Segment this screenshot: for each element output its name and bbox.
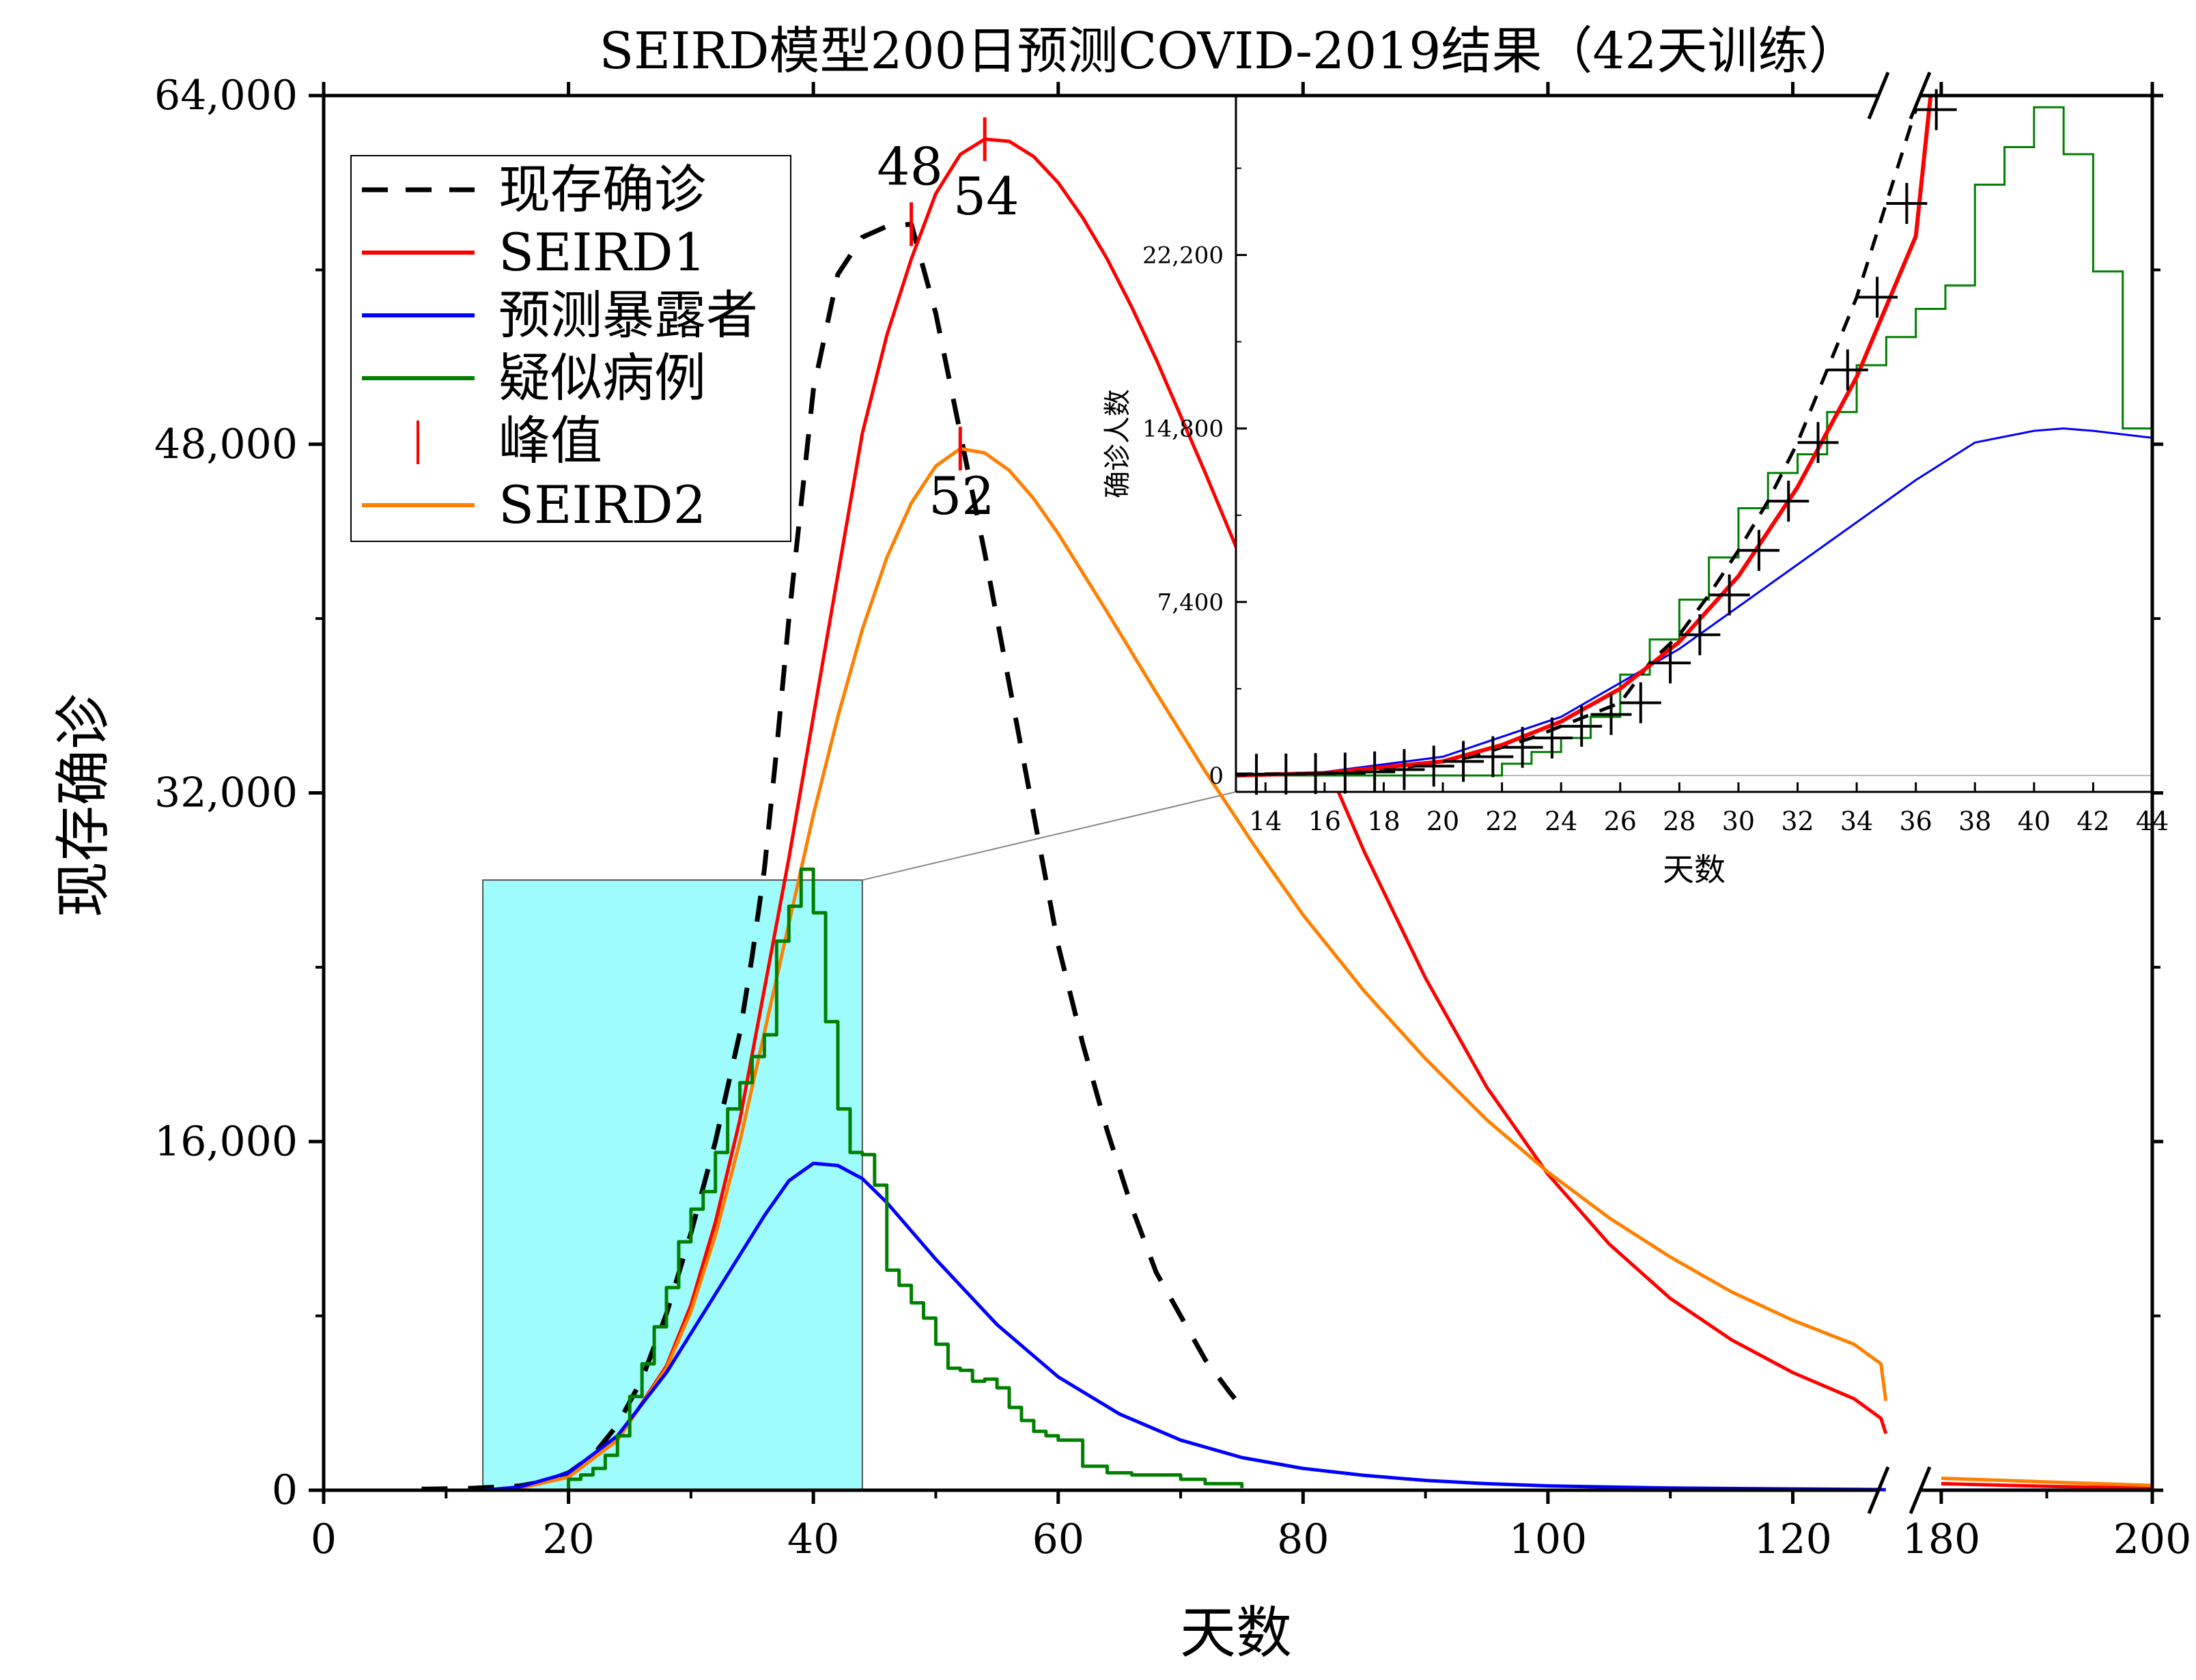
series-line-seird1 [482, 137, 1888, 1492]
legend-label-seird1: SEIRD1 [498, 222, 706, 283]
legend-label-confirmed: 现存确诊 [498, 159, 706, 220]
y-tick-label: 64,000 [154, 72, 298, 119]
series-line-seird2 [482, 446, 1888, 1492]
inset-series-exposed [1235, 427, 2153, 777]
x-axis-title: 天数 [1180, 1601, 1292, 1666]
main-axes: 0 20 40 60 80 100 120 180 200016,00032,00048,000… [154, 72, 2191, 1563]
axis-break-mark [1909, 1466, 1932, 1514]
inset-series-seird1 [1235, 95, 1933, 778]
inset-x-axis-title: 天数 [1663, 851, 1726, 888]
legend-label-suspected: 疑似病例 [498, 347, 706, 408]
peak-label-52: 52 [929, 466, 995, 526]
inset-confirmed-marker [1768, 481, 1810, 522]
y-tick-label: 16,000 [154, 1117, 298, 1165]
inset-confirmed-marker [1827, 349, 1868, 390]
inset-confirmed-marker [1472, 736, 1514, 778]
legend-box [350, 155, 791, 542]
inset-confirmed-marker [1561, 705, 1603, 747]
inset-x-tick-label: 22 [1485, 806, 1518, 836]
inset-x-tick-label: 38 [1958, 806, 1991, 836]
legend: 现存确诊 SEIRD1 预测暴露者 疑似病例 峰值 SEIRD2 [350, 155, 791, 542]
inset-confirmed-marker [1531, 717, 1573, 759]
inset-confirmed-marker [1708, 574, 1750, 616]
inset-x-tick-label: 32 [1781, 806, 1814, 836]
inset-x-tick-label: 20 [1426, 806, 1459, 836]
series-line-seird1-tail [1941, 1481, 2153, 1490]
inset-x-tick-label: 40 [2018, 806, 2051, 836]
y-axis-title: 现存确诊 [51, 694, 116, 917]
inset-confirmed-marker [1502, 726, 1543, 768]
inset-y-tick-label: 0 [1209, 763, 1224, 790]
x-tick-label: 0 [311, 1515, 337, 1563]
inset-confirmed-marker [1857, 276, 1898, 318]
inset-x-tick-label: 24 [1545, 806, 1577, 836]
highlight-region-layer [482, 791, 1237, 1491]
x-tick-label: 40 [787, 1515, 839, 1563]
axis-break-mark [1909, 72, 1932, 119]
peak-label-54: 54 [953, 166, 1019, 227]
x-tick-label: 120 [1754, 1515, 1832, 1563]
inset-y-tick-label: 7,400 [1157, 589, 1224, 616]
x-tick-label: 180 [1902, 1515, 1981, 1563]
y-tick-label: 0 [272, 1466, 298, 1514]
peak-label-48: 48 [877, 136, 943, 197]
y-tick-label: 48,000 [154, 421, 298, 468]
legend-label-seird2: SEIRD2 [498, 474, 706, 535]
x-tick-label: 200 [2113, 1515, 2192, 1563]
inset-confirmed-marker [1354, 751, 1396, 793]
inset-x-tick-label: 30 [1722, 806, 1755, 836]
x-tick-label: 60 [1032, 1515, 1084, 1563]
peak-markers: 48 54 52 [877, 117, 1019, 526]
inset-series-confirmed [1235, 109, 1918, 776]
inset-confirmed-marker [1620, 682, 1661, 724]
inset-y-tick-label: 22,200 [1142, 242, 1224, 270]
y-tick-label: 32,000 [154, 769, 298, 817]
inset-x-tick-label: 26 [1604, 806, 1637, 836]
inset-confirmed-marker [1738, 530, 1779, 571]
series-line-suspected [483, 867, 1244, 1492]
inset-x-tick-label: 42 [2077, 806, 2109, 836]
x-tick-label: 20 [542, 1515, 594, 1563]
inset-confirmed-marker [1886, 182, 1928, 224]
series-line-confirmed [421, 221, 1244, 1492]
inset-confirmed-marker [1590, 694, 1632, 735]
inset-confirmed-marker [1679, 614, 1721, 655]
inset-x-tick-label: 16 [1308, 806, 1341, 836]
inset-confirmed-marker [1383, 749, 1425, 791]
axis-break-mark [1867, 1466, 1890, 1514]
legend-label-exposed: 预测暴露者 [498, 285, 758, 345]
inset-confirmed-marker [1797, 422, 1839, 464]
inset-confirmed-marker [1443, 741, 1484, 782]
inset-x-tick-label: 18 [1367, 806, 1400, 836]
inset-chart: 14 16 18 20 22 24 26 28 30 32 34 36 38 40 42 4407,40014… [1102, 89, 2169, 888]
inset-y-axis-title: 确诊人数 [1102, 389, 1134, 498]
axis-break-mark [1867, 72, 1890, 119]
inset-x-tick-label: 36 [1899, 806, 1932, 836]
inset-background [1236, 96, 2152, 792]
highlight-rect [482, 879, 863, 1491]
inset-x-tick-label: 28 [1663, 806, 1695, 836]
x-tick-label: 80 [1277, 1515, 1329, 1563]
inset-confirmed-marker [1413, 745, 1454, 787]
inset-x-tick-label: 14 [1249, 806, 1282, 836]
legend-label-peak: 峰值 [498, 410, 602, 471]
inset-confirmed-marker [1650, 642, 1691, 684]
series-line-exposed [482, 1161, 1886, 1492]
inset-connector-line [862, 791, 1237, 881]
inset-y-tick-label: 14,800 [1142, 416, 1224, 443]
series-layer [421, 137, 2153, 1492]
inset-x-tick-label: 34 [1840, 806, 1873, 836]
chart-title: SEIRD模型200日预测COVID-2019结果（42天训练） [599, 22, 1859, 81]
inset-series-suspected [1236, 106, 2154, 777]
x-tick-label: 100 [1509, 1515, 1588, 1563]
series-line-seird2-tail [1941, 1476, 2153, 1487]
